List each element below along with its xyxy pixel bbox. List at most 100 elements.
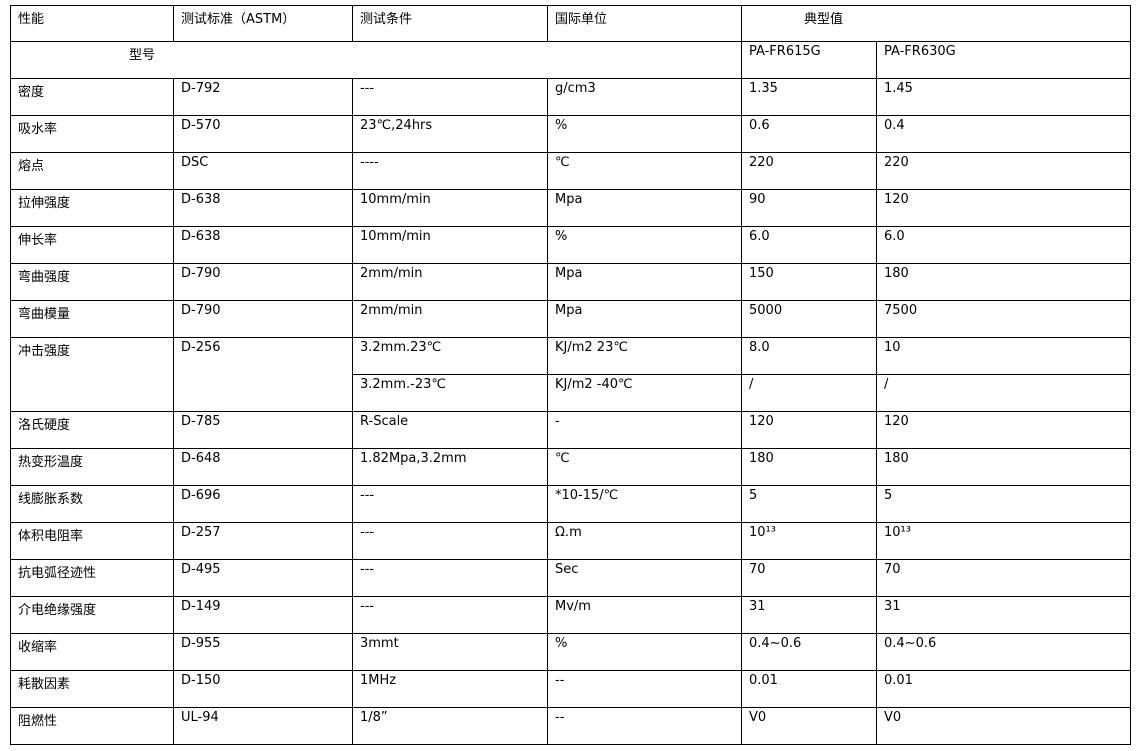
cell: 120 (741, 411, 877, 449)
cell: 2mm/min (352, 300, 548, 338)
cell: 150 (741, 263, 877, 301)
cell: D-790 (173, 263, 353, 301)
cell: ℃ (547, 152, 742, 190)
cell: 5 (741, 485, 877, 523)
cell: 10¹³ (741, 522, 877, 560)
data-row: 拉伸强度 D-638 10mm/min Mpa 90 120 (10, 189, 1132, 227)
cell: 23℃,24hrs (352, 115, 548, 153)
cell: -- (547, 707, 742, 745)
cell: V0 (875, 707, 1132, 745)
cell: D-638 (173, 189, 353, 227)
spec-table: 性能 测试标准（ASTM） 测试条件 国际单位 典型值 型号 PA-FR615G PA-FR6… (10, 5, 1132, 745)
cell: 密度 (10, 78, 174, 116)
cell: 0.4~0.6 (875, 633, 1132, 671)
cell: 70 (875, 559, 1132, 597)
cell: 2mm/min (352, 263, 548, 301)
data-row: 冲击强度 D-256 3.2mm.23℃ KJ/m2 23℃ 8.0 10 (10, 337, 1132, 412)
cell: 120 (875, 189, 1132, 227)
cell: % (547, 633, 742, 671)
data-row: 线膨胀系数 D-696 --- *10-15/℃ 5 5 (10, 485, 1132, 523)
cell: 收缩率 (10, 633, 174, 671)
cell: --- (352, 78, 548, 116)
cell: 洛氏硬度 (10, 411, 174, 449)
cell: 90 (741, 189, 877, 227)
cell: 体积电阻率 (10, 522, 174, 560)
table-body: 性能 测试标准（ASTM） 测试条件 国际单位 典型值 型号 PA-FR615G PA-FR6… (10, 5, 1132, 745)
model-name: PA-FR615G (741, 41, 877, 79)
data-row: 耗散因素 D-150 1MHz -- 0.01 0.01 (10, 670, 1132, 708)
cell: 吸水率 (10, 115, 174, 153)
model-label: 型号 (10, 41, 742, 79)
cell: Ω.m (547, 522, 742, 560)
header-cell: 国际单位 (547, 5, 742, 42)
cell: V0 (741, 707, 877, 745)
cell: 3mmt (352, 633, 548, 671)
model-row: 型号 PA-FR615G PA-FR630G (10, 41, 1132, 79)
cell: 弯曲模量 (10, 300, 174, 338)
cell: 6.0 (741, 226, 877, 264)
cell: 180 (741, 448, 877, 486)
cell: D-149 (173, 596, 353, 634)
cell: 6.0 (875, 226, 1132, 264)
cell: --- (352, 485, 548, 523)
data-row: 介电绝缘强度 D-149 --- Mv/m 31 31 (10, 596, 1132, 634)
cell: D-955 (173, 633, 353, 671)
cell: 0.4 (875, 115, 1132, 153)
cell: D-792 (173, 78, 353, 116)
cell: 冲击强度 (10, 337, 174, 412)
cell: 1.45 (875, 78, 1132, 116)
cell: D-648 (173, 448, 353, 486)
data-row: 收缩率 D-955 3mmt% 0.4~0.6 0.4~0.6 (10, 633, 1132, 671)
cell: D-495 (173, 559, 353, 597)
cell: 介电绝缘强度 (10, 596, 174, 634)
data-row: 体积电阻率 D-257 --- Ω.m 10¹³ 10¹³ (10, 522, 1132, 560)
cell: Mpa (547, 263, 742, 301)
cell: -- (547, 670, 742, 708)
data-row: 洛氏硬度 D-785 R-Scale -120 120 (10, 411, 1132, 449)
data-row: 密度 D-792 --- g/cm3 1.35 1.45 (10, 78, 1132, 116)
header-cell: 测试标准（ASTM） (173, 5, 353, 42)
cell: 8.0 (741, 337, 877, 375)
data-row: 吸水率 D-570 23℃,24hrs% 0.6 0.4 (10, 115, 1132, 153)
cell: / (741, 374, 877, 412)
cell: Mpa (547, 300, 742, 338)
cell: 1/8” (352, 707, 548, 745)
cell: 70 (741, 559, 877, 597)
cell: g/cm3 (547, 78, 742, 116)
cell: D-790 (173, 300, 353, 338)
cell: 10¹³ (875, 522, 1132, 560)
data-row: 熔点 DSC ---- ℃ 220 220 (10, 152, 1132, 190)
cell: ℃ (547, 448, 742, 486)
cell: 180 (875, 448, 1132, 486)
cell: 抗电弧径迹性 (10, 559, 174, 597)
cell: 0.4~0.6 (741, 633, 877, 671)
cell: 阻燃性 (10, 707, 174, 745)
cell: 3.2mm.23℃ (352, 337, 548, 375)
cell: Sec (547, 559, 742, 597)
cell: KJ/m2 23℃ (547, 337, 742, 375)
cell: 0.01 (875, 670, 1132, 708)
cell: D-256 (173, 337, 353, 412)
cell: 耗散因素 (10, 670, 174, 708)
cell: *10-15/℃ (547, 485, 742, 523)
data-row: 弯曲模量 D-790 2mm/min Mpa 5000 7500 (10, 300, 1132, 338)
cell: 1.35 (741, 78, 877, 116)
cell: D-257 (173, 522, 353, 560)
cell: 31 (875, 596, 1132, 634)
cell: 5000 (741, 300, 877, 338)
cell: KJ/m2 -40℃ (547, 374, 742, 412)
cell: 1.82Mpa,3.2mm (352, 448, 548, 486)
cell: 弯曲强度 (10, 263, 174, 301)
cell: 5 (875, 485, 1132, 523)
cell: 线膨胀系数 (10, 485, 174, 523)
cell: --- (352, 522, 548, 560)
cell: UL-94 (173, 707, 353, 745)
cell: Mpa (547, 189, 742, 227)
cell: DSC (173, 152, 353, 190)
cell: 10mm/min (352, 189, 548, 227)
cell: --- (352, 559, 548, 597)
header-cell: 性能 (10, 5, 174, 42)
cell: ---- (352, 152, 548, 190)
model-name: PA-FR630G (875, 41, 1132, 79)
